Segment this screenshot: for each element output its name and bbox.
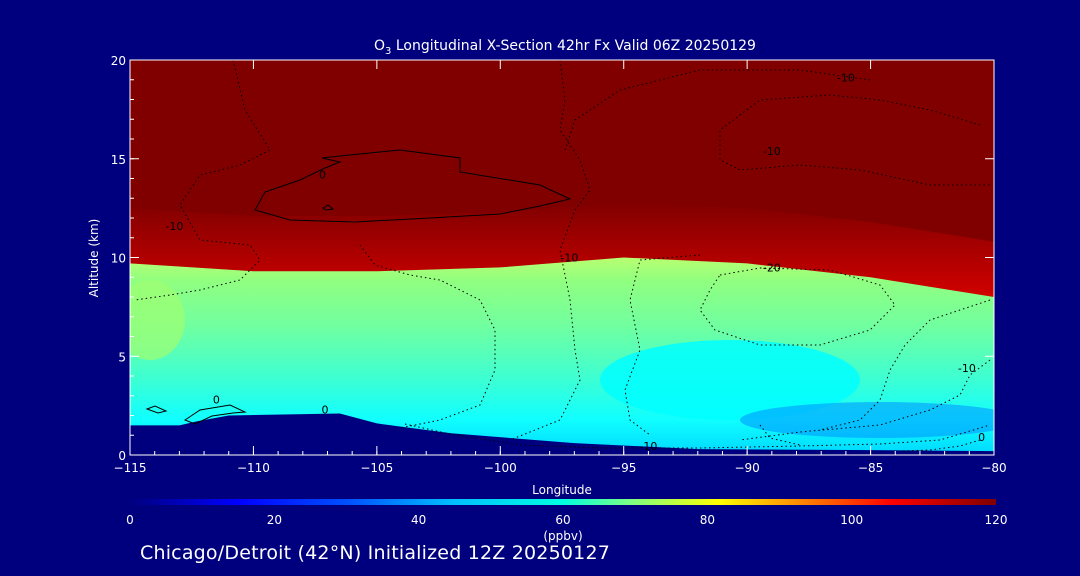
contour-solid-small [322,204,335,211]
contour-label: -10 [837,72,855,85]
colorbar-tick-label: 120 [985,513,1008,527]
chart-title: O3 Longitudinal X-Section 42hr Fx Valid … [374,38,756,57]
contour-dotted-a [134,60,271,301]
contour-label: 0 [322,404,329,417]
x-tick-label: −95 [611,461,636,475]
x-tick-label: −105 [360,461,393,475]
footer-label: Chicago/Detroit (42°N) Initialized 12Z 2… [140,542,611,564]
contour-lines [134,60,991,452]
contour-dotted-f [624,254,701,436]
x-tick-label: −100 [484,461,517,475]
colorbar-tick-label: 100 [840,513,863,527]
contour-solid-upper [254,149,572,223]
y-tick-label: 5 [118,350,126,364]
colorbar-ticks: 0 20 40 60 80 100 120 [126,513,1007,527]
high-ozone-pocket [130,280,185,360]
y-tick-label: 20 [111,54,126,68]
contour-dotted-k [899,439,981,452]
contour-dotted-l [759,424,801,446]
boundary-layer-band [740,402,994,438]
contour-label: -20 [763,261,781,274]
contour-label: -10 [639,440,657,453]
colorbar [130,499,996,505]
x-tick-label: −90 [734,461,759,475]
colorbar-tick-label: 60 [555,513,570,527]
x-tick-label: −80 [981,461,1006,475]
contour-label: -10 [560,251,578,264]
terrain-mask [130,413,994,455]
contour-dotted-c [564,69,871,151]
colorbar-tick-label: 40 [411,513,426,527]
contour-dotted-h [819,299,991,431]
x-axis: −115 −110 −105 −100 −95 −90 −85 −80 [114,60,1007,475]
low-ozone-pocket [600,340,860,420]
y-tick-label: 0 [118,449,126,463]
contour-solid-lower-small [145,405,168,414]
ozone-field: -10 -10 -10 -10 -20 -10 0 0 0 -10 0 [130,60,994,455]
colorbar-tick-label: 80 [700,513,715,527]
colorbar-label: (ppbv) [543,529,582,543]
contour-label: 0 [978,431,985,444]
x-tick-label: −115 [114,461,147,475]
x-axis-label: Longitude [532,483,592,497]
contour-solid-lower [183,404,247,425]
contour-dotted-e [359,244,496,429]
x-tick-label: −85 [858,461,883,475]
y-tick-label: 15 [111,153,126,167]
y-axis-label: Altitude (km) [87,219,101,298]
contour-label: -10 [763,145,781,158]
colorbar-tick-label: 0 [126,513,134,527]
contour-dotted-b [509,60,591,441]
x-tick-label: −110 [237,461,270,475]
contour-labels: -10 -10 -10 -10 -20 -10 0 0 0 -10 0 [165,72,985,453]
contour-label: 0 [213,394,220,407]
contour-label: 0 [319,169,326,182]
y-axis: 0 5 10 15 20 [111,54,994,463]
colorbar-tick-label: 20 [267,513,282,527]
y-tick-label: 10 [111,252,126,266]
contour-dotted-d [719,94,990,186]
contour-label: -10 [165,220,183,233]
contour-label: -10 [958,362,976,375]
contour-dotted-j [404,423,991,449]
